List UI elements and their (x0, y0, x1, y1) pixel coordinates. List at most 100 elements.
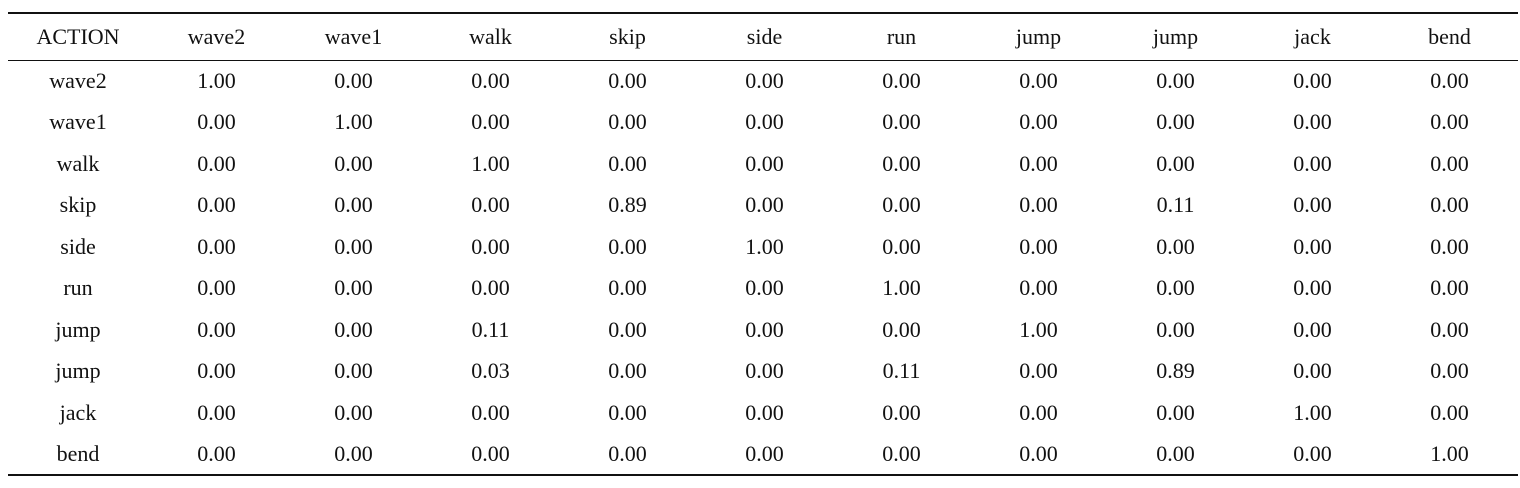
row-label: run (63, 275, 93, 301)
table-cell: 0.00 (1430, 109, 1469, 135)
table-cell: 0.00 (334, 316, 373, 342)
table-cell: 0.00 (471, 68, 510, 93)
table-cell: 0.00 (1293, 233, 1332, 259)
table-cell: 1.00 (1019, 316, 1058, 342)
table-row: jump 0.00 0.00 0.11 0.00 0.00 0.00 1.00 0.00 0.00… (8, 309, 1518, 351)
row-label: jump (55, 358, 101, 384)
table-cell: 0.00 (745, 399, 784, 425)
table-cell: 0.00 (1430, 316, 1469, 342)
table-cell: 1.00 (882, 275, 921, 301)
table-cell: 0.00 (1293, 150, 1332, 176)
table-cell: 0.11 (1156, 192, 1195, 218)
header-row: ACTION wave2 wave1 walk skip side run jump jump j… (8, 12, 1518, 61)
table-row: walk 0.00 0.00 1.00 0.00 0.00 0.00 0.00 0.00 0.00… (8, 143, 1518, 185)
table-cell: 0.00 (334, 150, 373, 176)
row-label: jump (55, 316, 101, 342)
row-label: wave1 (49, 109, 107, 135)
table-cell: 0.00 (970, 433, 1107, 476)
column-header: wave2 (148, 12, 285, 61)
table-cell: 0.00 (608, 316, 647, 342)
row-label: skip (59, 192, 97, 218)
table-cell: 0.00 (197, 399, 236, 425)
table-cell: 0.11 (471, 316, 510, 342)
table-cell: 0.00 (882, 68, 921, 93)
table-cell: 0.00 (1019, 275, 1058, 301)
table-cell: 0.00 (1430, 233, 1469, 259)
table-row: side 0.00 0.00 0.00 0.00 1.00 0.00 0.00 0.00 0.00… (8, 226, 1518, 268)
table-cell: 0.00 (1156, 233, 1195, 259)
table-cell: 0.00 (1019, 358, 1058, 384)
table-cell: 1.00 (197, 68, 236, 93)
table-cell: 0.00 (882, 109, 921, 135)
table-cell: 0.00 (1293, 275, 1332, 301)
table-cell: 0.00 (334, 192, 373, 218)
table-cell: 1.00 (1293, 399, 1332, 425)
table-cell: 0.00 (1293, 68, 1332, 93)
table-header: ACTION wave2 wave1 walk skip side run jump jump j… (8, 12, 1518, 61)
table-cell: 0.89 (1156, 358, 1195, 384)
table-cell: 0.00 (608, 68, 647, 93)
table-cell: 0.00 (197, 275, 236, 301)
table-cell: 0.00 (1430, 275, 1469, 301)
table-body: wave2 1.00 0.00 0.00 0.00 0.00 0.00 0.00 0.00 0.0… (8, 60, 1518, 476)
table-cell: 0.00 (1019, 192, 1058, 218)
table-cell: 0.00 (197, 192, 236, 218)
table-cell: 0.00 (1156, 109, 1195, 135)
table-cell: 0.00 (1019, 68, 1058, 93)
confusion-matrix-table: ACTION wave2 wave1 walk skip side run jump jump j… (8, 12, 1518, 476)
column-header: jump (970, 12, 1107, 61)
column-header: jump (1107, 12, 1244, 61)
column-header: skip (559, 12, 696, 61)
table-row: bend 0.00 0.00 0.00 0.00 0.00 0.00 0.00 0.00 0.00… (8, 433, 1518, 476)
table-cell: 0.11 (882, 358, 921, 384)
table-cell: 0.00 (745, 150, 784, 176)
row-label: walk (56, 150, 100, 176)
table-cell: 0.00 (1244, 433, 1381, 476)
table-cell: 0.00 (422, 433, 559, 476)
table-cell: 0.00 (471, 275, 510, 301)
table-cell: 0.00 (471, 233, 510, 259)
table-cell: 0.00 (1019, 150, 1058, 176)
table-cell: 0.00 (745, 68, 784, 93)
table-cell: 0.00 (1430, 399, 1469, 425)
table-cell: 0.89 (608, 192, 647, 218)
table-cell: 1.00 (471, 150, 510, 176)
table-cell: 0.00 (1156, 399, 1195, 425)
table-row: wave1 0.00 1.00 0.00 0.00 0.00 0.00 0.00 0.00 0.0… (8, 102, 1518, 144)
row-label: wave2 (49, 68, 107, 93)
table-cell: 1.00 (1381, 433, 1518, 476)
table-cell: 0.00 (745, 109, 784, 135)
table-cell: 0.00 (745, 192, 784, 218)
column-header: bend (1381, 12, 1518, 61)
table-row: jump 0.00 0.00 0.03 0.00 0.00 0.11 0.00 0.89 0.00… (8, 351, 1518, 393)
table-cell: 0.00 (608, 275, 647, 301)
table-cell: 0.00 (833, 433, 970, 476)
table-cell: 0.00 (334, 233, 373, 259)
table-cell: 0.00 (608, 233, 647, 259)
table-cell: 0.00 (471, 399, 510, 425)
column-header: walk (422, 12, 559, 61)
table-cell: 0.00 (471, 192, 510, 218)
row-label: bend (8, 433, 148, 476)
table-cell: 0.00 (1019, 233, 1058, 259)
table-cell: 0.00 (608, 109, 647, 135)
table-cell: 0.00 (608, 358, 647, 384)
table-row: jack 0.00 0.00 0.00 0.00 0.00 0.00 0.00 0.00 1.00… (8, 392, 1518, 434)
table-cell: 0.00 (334, 358, 373, 384)
table-cell: 0.00 (1293, 316, 1332, 342)
table-cell: 0.00 (882, 233, 921, 259)
table-cell: 0.00 (696, 433, 833, 476)
table-cell: 0.00 (882, 316, 921, 342)
table-cell: 0.00 (1107, 433, 1244, 476)
table-row: run 0.00 0.00 0.00 0.00 0.00 1.00 0.00 0.00 0.00 0… (8, 268, 1518, 310)
table-cell: 0.00 (148, 433, 285, 476)
table-cell: 0.00 (471, 109, 510, 135)
table-cell: 0.00 (1156, 68, 1195, 93)
table-cell: 1.00 (745, 233, 784, 259)
column-header: run (833, 12, 970, 61)
table-cell: 0.00 (882, 150, 921, 176)
table-cell: 0.00 (1293, 192, 1332, 218)
table-cell: 0.00 (334, 275, 373, 301)
table-cell: 0.00 (1156, 316, 1195, 342)
row-label: jack (59, 399, 97, 425)
